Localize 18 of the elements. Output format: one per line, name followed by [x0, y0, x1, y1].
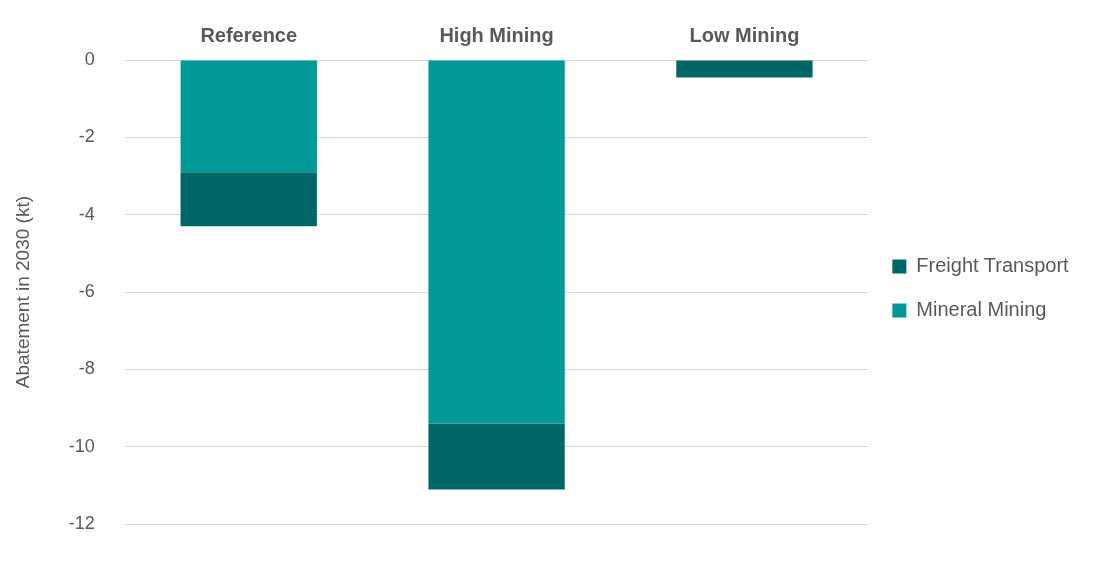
y-axis-title: Abatement in 2030 (kt) — [11, 195, 33, 389]
bar — [428, 60, 565, 424]
bar — [676, 60, 813, 78]
y-tick-label: -2 — [78, 126, 95, 147]
y-tick-label: -6 — [78, 281, 95, 302]
legend-label: Freight Transport — [916, 254, 1070, 277]
x-tick-label: High Mining — [439, 23, 554, 46]
y-tick-label: -10 — [68, 435, 95, 456]
y-tick-label: -12 — [68, 513, 95, 534]
x-tick-label: Low Mining — [689, 23, 800, 46]
x-tick-label: Reference — [200, 23, 298, 46]
bar — [180, 172, 317, 227]
y-tick-label: -4 — [78, 203, 95, 224]
bar — [428, 423, 565, 490]
legend-label: Mineral Mining — [916, 298, 1047, 321]
y-tick-label: -8 — [78, 358, 95, 379]
bar — [180, 60, 317, 173]
y-tick-label: 0 — [84, 48, 95, 69]
